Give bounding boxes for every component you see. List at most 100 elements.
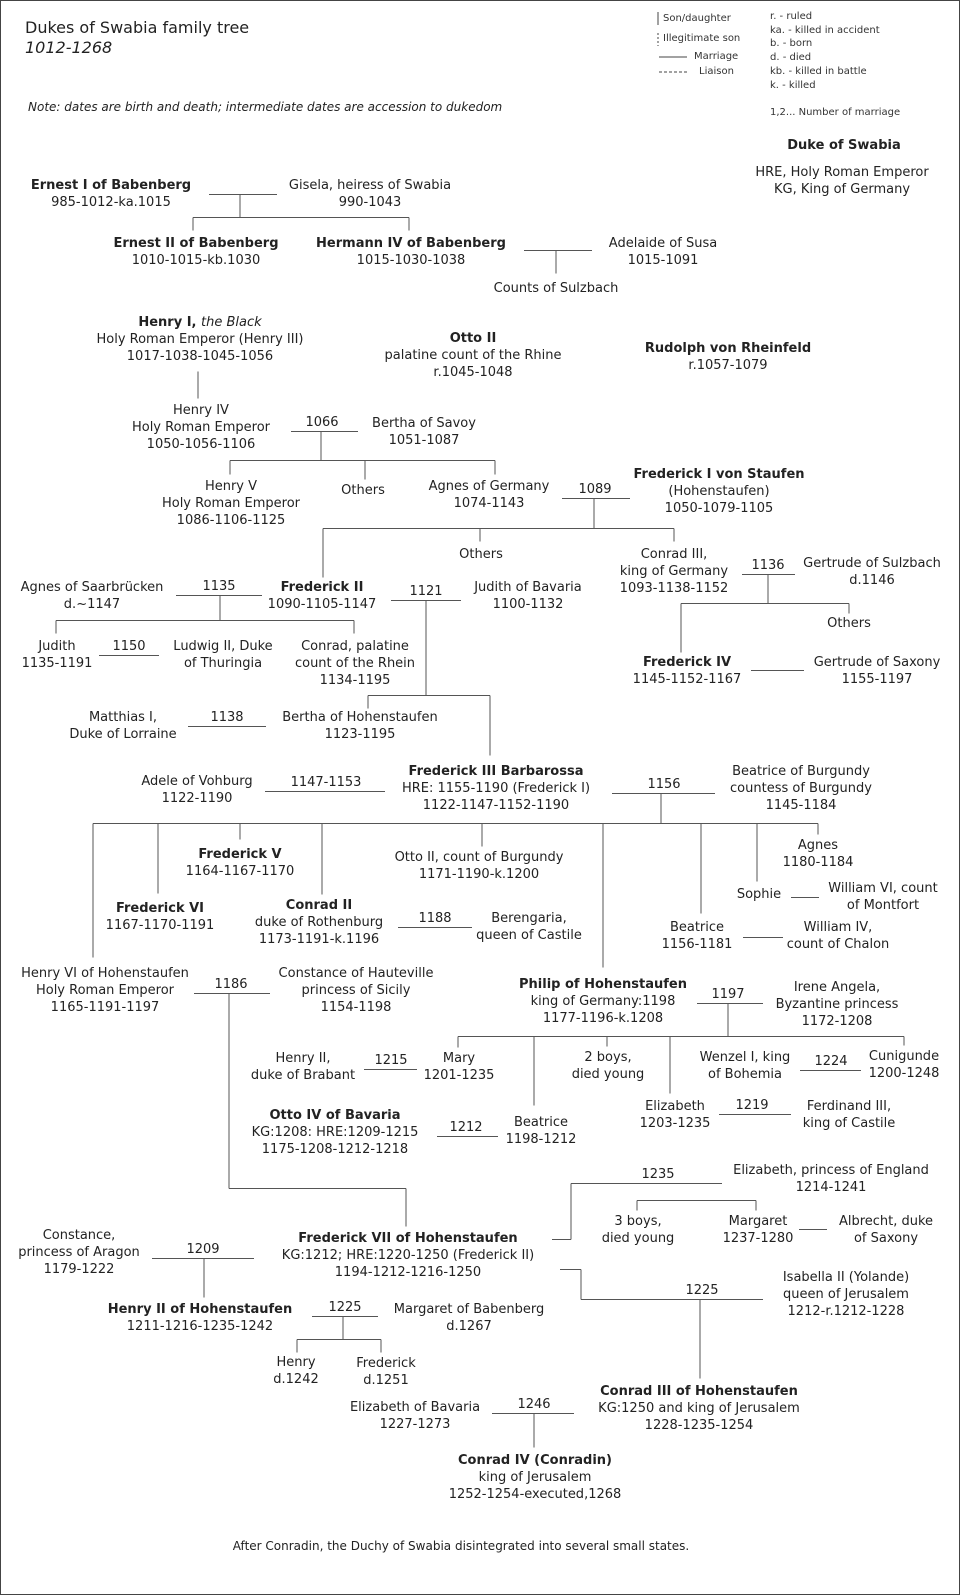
person-name-text: Conrad III, — [640, 547, 708, 562]
person-node: Henry V Holy Roman Emperor 1086-1106-1125 — [162, 478, 300, 529]
person-detail: d.1146 — [849, 573, 895, 588]
person-name-text: Albrecht, duke — [838, 1214, 934, 1229]
person-name-text: Ernest I of Babenberg — [30, 178, 192, 193]
person-name-text: Frederick IV — [642, 655, 732, 670]
person-name: Henry I, the Black — [138, 315, 262, 330]
person-name: Frederick — [356, 1355, 415, 1372]
person-node: Albrecht, duke of Saxony — [839, 1213, 933, 1247]
person-name: Bertha of Savoy — [372, 415, 476, 432]
key-hre: HRE, Holy Roman Emperor — [755, 165, 929, 180]
person-name: Ludwig II, Duke — [173, 638, 272, 655]
person-name-text: Others — [459, 547, 503, 562]
person-detail: 1214-1241 — [795, 1180, 867, 1195]
person-name: Counts of Sulzbach — [494, 280, 619, 297]
person-detail: 1180-1184 — [782, 855, 854, 870]
person-node: Mary 1201-1235 — [424, 1050, 495, 1084]
person-name-text: Bertha of Hohenstaufen — [282, 710, 438, 725]
person-name: Rudolph von Rheinfeld — [645, 340, 811, 357]
person-name: Conrad III, — [620, 546, 729, 563]
person-detail: count of the Rhein — [294, 656, 416, 671]
person-detail: queen of Jerusalem — [783, 1287, 909, 1302]
person-detail: 1227-1273 — [379, 1417, 451, 1432]
person-node: Sophie — [737, 886, 781, 903]
person-detail: (Hohenstaufen) — [668, 484, 770, 499]
person-name: Frederick I von Staufen — [633, 466, 804, 483]
person-name: Otto II, count of Burgundy — [395, 849, 564, 866]
person-node: Constance, princess of Aragon 1179-1222 — [18, 1227, 140, 1278]
marriage-year-label: 1121 — [409, 584, 443, 599]
person-name-text: Ferdinand III, — [806, 1099, 892, 1114]
person-name-text: Conrad IV (Conradin) — [458, 1453, 612, 1468]
marriage-year-label: 1209 — [186, 1242, 220, 1257]
person-name: Frederick IV — [633, 654, 742, 671]
person-node: Elizabeth, princess of England 1214-1241 — [733, 1162, 929, 1196]
marriage-year-label: 1135 — [202, 579, 236, 594]
person-node: Judith of Bavaria 1100-1132 — [474, 579, 582, 613]
person-detail: of Saxony — [853, 1231, 919, 1246]
person-name: Agnes — [783, 837, 854, 854]
person-name-text: Rudolph von Rheinfeld — [644, 341, 812, 356]
person-detail: 1156-1181 — [661, 937, 733, 952]
marriage-year-label: 1138 — [210, 710, 244, 725]
person-node: Counts of Sulzbach — [494, 280, 619, 297]
person-detail: d.~1147 — [63, 597, 121, 612]
person-detail: 985-1012-ka.1015 — [51, 195, 171, 210]
person-name: Adele of Vohburg — [141, 773, 252, 790]
person-name: Frederick V — [186, 846, 295, 863]
person-name-text: Matthias I, — [88, 710, 158, 725]
person-detail: 1177-1196-k.1208 — [542, 1011, 664, 1026]
person-name-text: Beatrice of Burgundy — [732, 764, 870, 779]
person-detail: 1175-1208-1212-1218 — [261, 1142, 409, 1157]
person-node: Henry I, the Black Holy Roman Emperor (He… — [96, 314, 303, 365]
person-name: Irene Angela, — [776, 979, 899, 996]
person-name-text: Conrad III of Hohenstaufen — [600, 1384, 798, 1399]
person-name-text: 3 boys, — [614, 1214, 662, 1229]
person-name-text: Henry II, — [275, 1051, 331, 1066]
person-detail: of Thuringia — [183, 656, 263, 671]
person-node: Cunigunde 1200-1248 — [869, 1048, 940, 1082]
person-detail: of Montfort — [846, 898, 920, 913]
person-name-text: Elizabeth — [645, 1099, 705, 1114]
person-name-text: Sophie — [736, 887, 782, 902]
person-detail: died young — [601, 1231, 675, 1246]
key-kg: KG, King of Germany — [773, 182, 911, 197]
person-detail: 1201-1235 — [423, 1068, 495, 1083]
person-node: Otto II palatine count of the Rhine r.1045… — [385, 330, 562, 381]
person-name-text: Conrad II — [285, 898, 353, 913]
person-name: Others — [341, 482, 385, 499]
person-node: Wenzel I, king of Bohemia — [700, 1049, 791, 1083]
person-name: Henry II, — [251, 1050, 355, 1067]
person-node: 3 boys, died young — [602, 1213, 675, 1247]
marriage-year-label: 1089 — [578, 482, 612, 497]
abbr-died: d. - died — [770, 52, 812, 63]
person-name-text: Frederick VII of Hohenstaufen — [298, 1231, 518, 1246]
person-detail: king of Germany — [619, 564, 729, 579]
person-node: Ludwig II, Duke of Thuringia — [173, 638, 272, 672]
person-detail: 1123-1195 — [324, 727, 396, 742]
person-name-text: Otto II, count of Burgundy — [394, 850, 564, 865]
person-name: Ernest II of Babenberg — [113, 235, 278, 252]
marriage-year-label: 1150 — [112, 639, 146, 654]
person-detail: 1164-1167-1170 — [185, 864, 295, 879]
person-name-text: Constance, — [42, 1228, 116, 1243]
person-detail: 1093-1138-1152 — [619, 581, 729, 596]
person-detail: countess of Burgundy — [730, 781, 872, 796]
person-node: Constance of Hauteville princess of Sicil… — [279, 965, 434, 1016]
person-name: Otto II — [385, 330, 562, 347]
person-node: Frederick VII of Hohenstaufen KG:1212; HR… — [282, 1230, 534, 1281]
person-name: Conrad II — [255, 897, 383, 914]
person-node: Frederick IV 1145-1152-1167 — [633, 654, 742, 688]
person-name: Mary — [424, 1050, 495, 1067]
person-name-text: Philip of Hohenstaufen — [519, 977, 687, 992]
person-detail: 1134-1195 — [319, 673, 391, 688]
person-name: Gisela, heiress of Swabia — [289, 177, 451, 194]
person-name: Elizabeth of Bavaria — [350, 1399, 480, 1416]
legend-illegitimate-son: Illegitimate son — [663, 33, 741, 44]
person-name-text: Berengaria, — [491, 911, 567, 926]
person-name-text: Henry IV — [173, 403, 229, 418]
person-name-text: Otto II — [449, 331, 497, 346]
footer-note: After Conradin, the Duchy of Swabia disi… — [232, 1539, 690, 1553]
marriage-number-note: 1,2... Number of marriage — [770, 107, 901, 118]
person-detail: king of Castile — [802, 1116, 896, 1131]
